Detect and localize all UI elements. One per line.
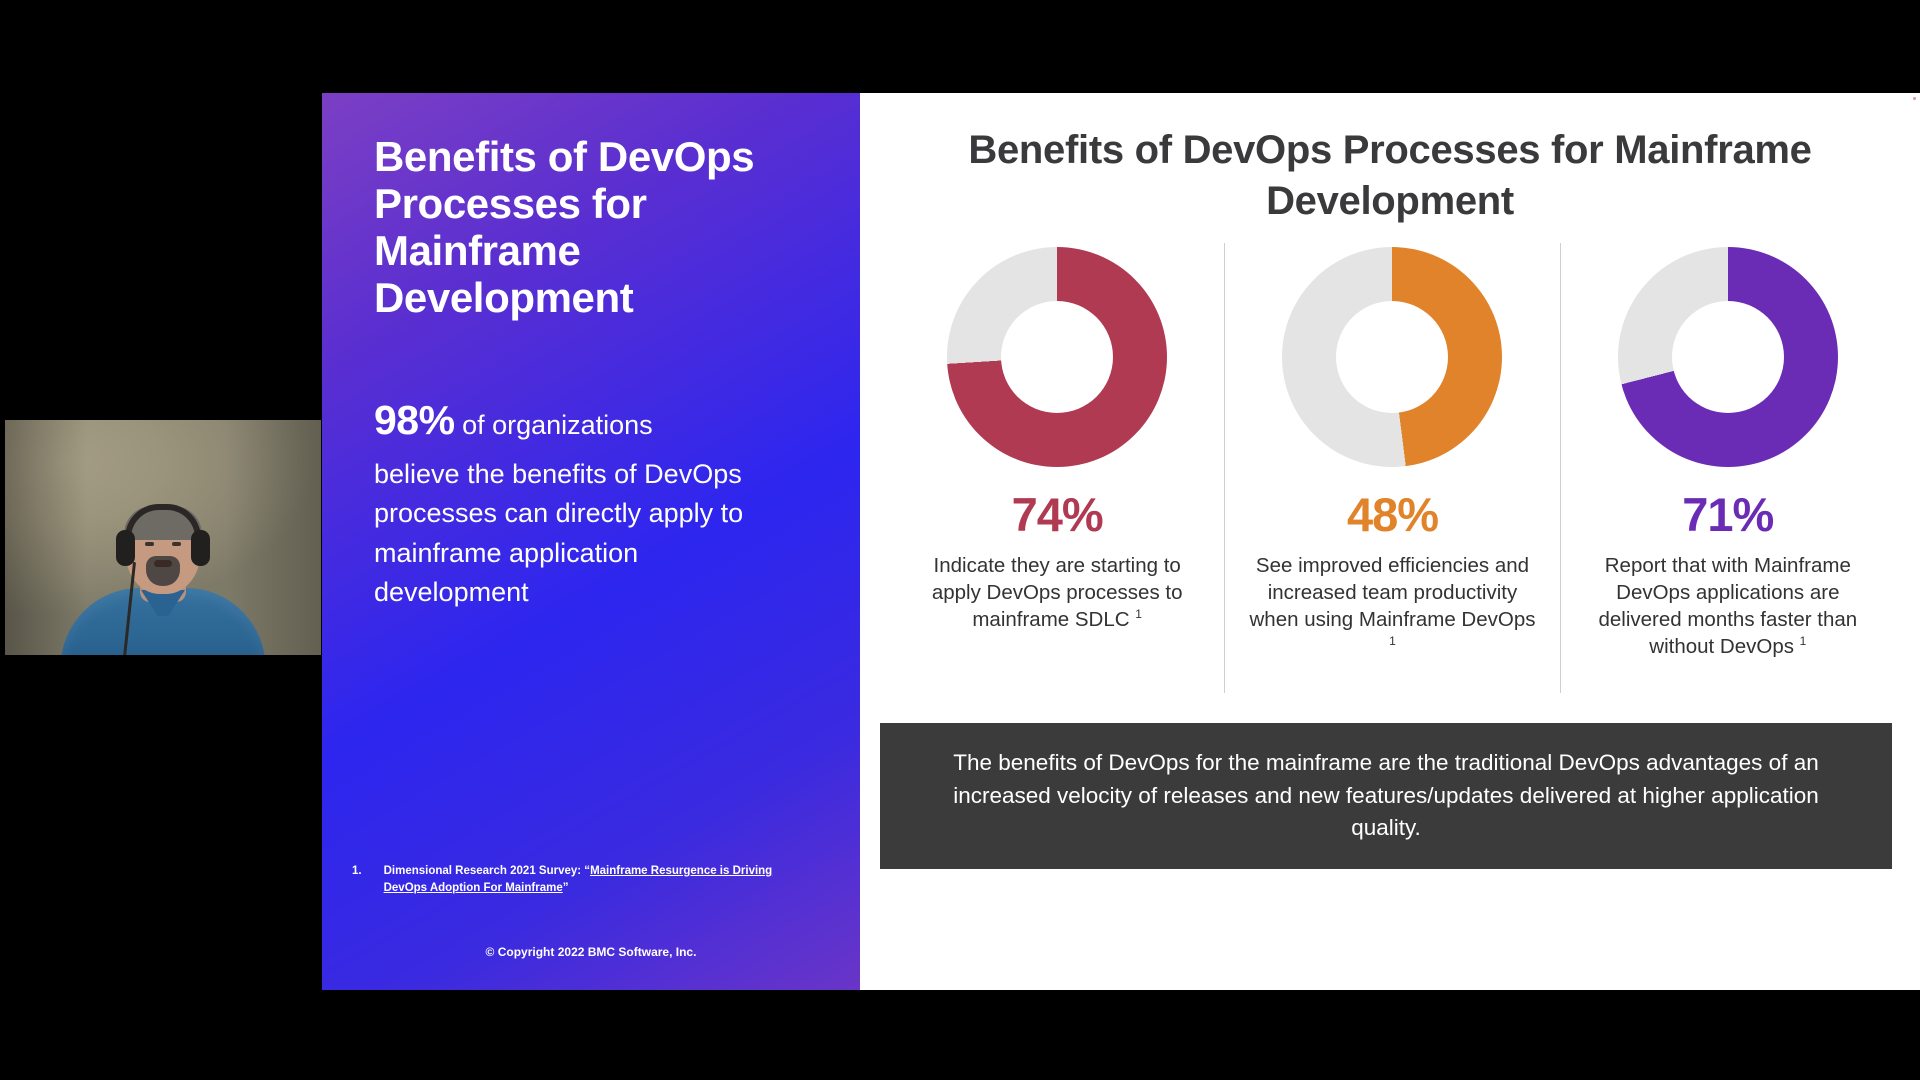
stat-description-3: Report that with Mainframe DevOps applic… bbox=[1583, 552, 1873, 660]
slide-left-stat-value: 98% bbox=[374, 397, 455, 443]
donut-chart-71 bbox=[1617, 247, 1838, 467]
stat-percent-2: 48% bbox=[1346, 488, 1439, 541]
callout-banner: The benefits of DevOps for the mainframe… bbox=[880, 723, 1892, 869]
slide-left-stat-suffix: of organizations bbox=[454, 410, 653, 440]
presenter-eye-left bbox=[145, 542, 154, 546]
slide-left-stat-line: 98% of organizations bbox=[374, 391, 774, 449]
stat-column-1: 74% Indicate they are starting to apply … bbox=[890, 243, 1224, 693]
slide-right-title: Benefits of DevOps Processes for Mainfra… bbox=[968, 128, 1812, 224]
stat-percent-3: 71% bbox=[1682, 488, 1774, 541]
presenter-eye-right bbox=[172, 542, 181, 546]
stat-description-text-1: Indicate they are starting to apply DevO… bbox=[931, 554, 1183, 632]
stat-description-text-2: See improved efficiencies and increased … bbox=[1249, 554, 1536, 632]
headphone-cup-left-icon bbox=[116, 530, 135, 566]
stat-footnote-marker-2: 1 bbox=[1389, 634, 1396, 649]
presenter-mouth bbox=[154, 560, 172, 567]
footnote-link[interactable]: Mainframe Resurgence is Driving DevOps A… bbox=[383, 865, 773, 894]
stat-description-2: See improved efficiencies and increased … bbox=[1247, 552, 1537, 660]
footnote-number: 1. bbox=[352, 865, 362, 877]
footnote-suffix: ” bbox=[562, 881, 569, 894]
stat-column-3: 71% Report that with Mainframe DevOps ap… bbox=[1559, 243, 1895, 693]
slide-left-panel: Benefits of DevOps Processes for Mainfra… bbox=[322, 93, 860, 990]
stat-description-text-3: Report that with Mainframe DevOps applic… bbox=[1598, 554, 1858, 659]
video-shadow-left bbox=[5, 420, 88, 655]
donut-stats-row: 74% Indicate they are starting to apply … bbox=[890, 243, 1895, 693]
slide-left-stat-block: 98% of organizations believe the benefit… bbox=[374, 391, 774, 612]
footnote-prefix: Dimensional Research 2021 Survey: “ bbox=[383, 865, 591, 877]
headphone-cup-right-icon bbox=[191, 530, 210, 566]
stat-description-1: Indicate they are starting to apply DevO… bbox=[912, 552, 1202, 633]
slide-right-panel: Benefits of DevOps Processes for Mainfra… bbox=[860, 93, 1920, 990]
donut-chart-48 bbox=[1282, 247, 1503, 467]
slide-corner-marker bbox=[1913, 97, 1916, 100]
slide-left-title: Benefits of DevOps Processes for Mainfra… bbox=[374, 133, 755, 322]
stat-footnote-marker-1: 1 bbox=[1135, 607, 1142, 622]
donut-hole bbox=[1671, 301, 1784, 413]
presentation-slide: Benefits of DevOps Processes for Mainfra… bbox=[322, 93, 1920, 990]
presenter-video-tile[interactable] bbox=[5, 420, 321, 655]
footnote-text: Dimensional Research 2021 Survey: “Mainf… bbox=[384, 863, 802, 896]
donut-hole bbox=[1001, 301, 1114, 413]
footnote: 1. Dimensional Research 2021 Survey: “Ma… bbox=[352, 863, 802, 896]
stat-column-2: 48% See improved efficiencies and increa… bbox=[1224, 243, 1559, 693]
stat-footnote-marker-3: 1 bbox=[1799, 634, 1807, 649]
donut-hole bbox=[1336, 301, 1449, 413]
slide-left-stat-body: believe the benefits of DevOps processes… bbox=[374, 459, 744, 607]
donut-chart-74 bbox=[947, 247, 1168, 467]
copyright-notice: © Copyright 2022 BMC Software, Inc. bbox=[485, 945, 697, 959]
stat-percent-1: 74% bbox=[1011, 488, 1104, 541]
